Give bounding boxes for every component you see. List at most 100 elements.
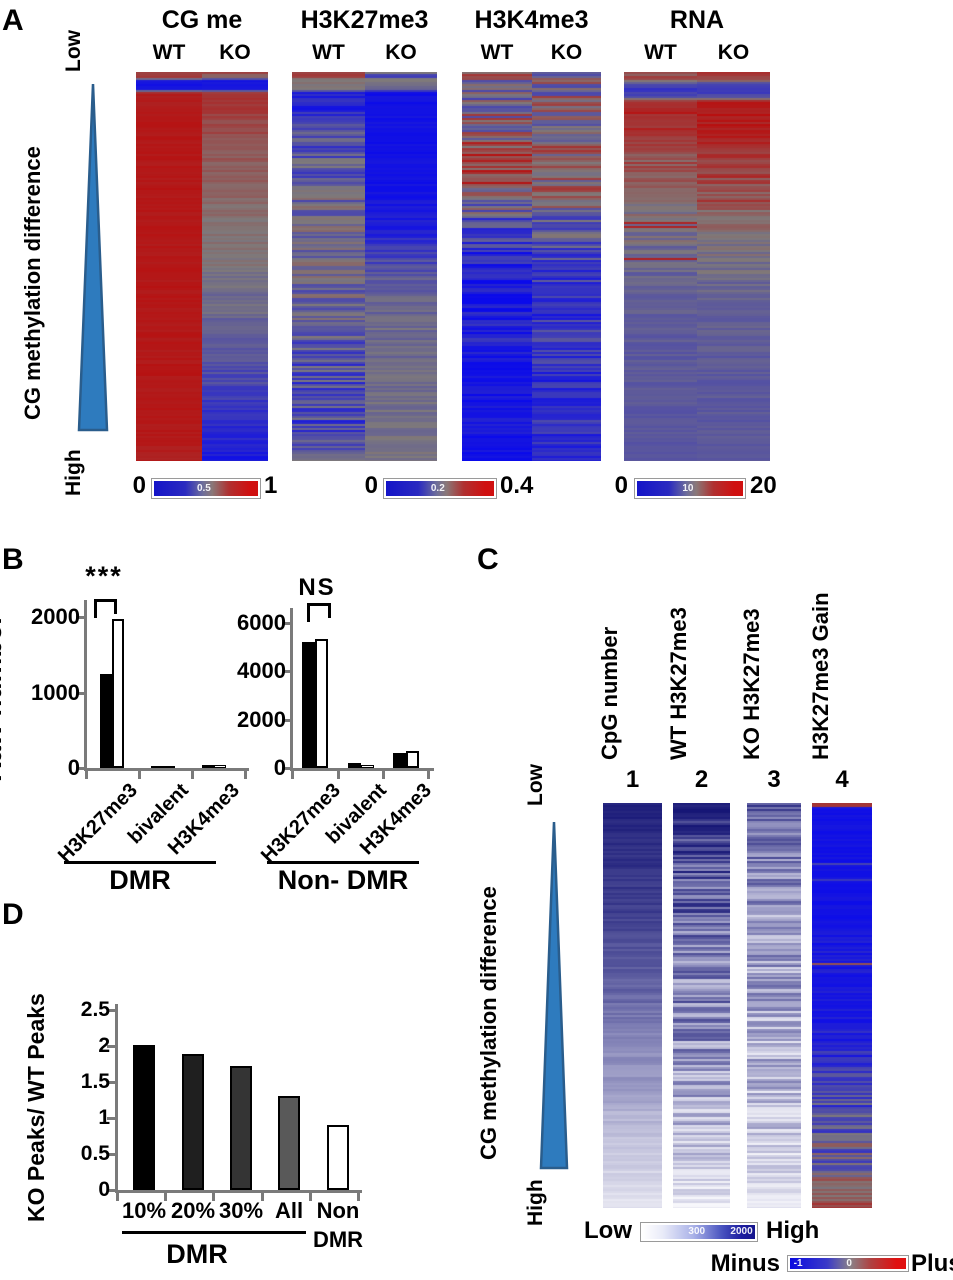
y-tick-label: 1.5: [80, 1070, 110, 1093]
x-tick: [337, 771, 340, 779]
col-header-wt: WT: [312, 41, 345, 64]
sort-high-label: High: [62, 449, 85, 496]
scalebar-mid-label: 0.5: [196, 482, 211, 494]
y-tick: [282, 670, 292, 674]
bar-all: [278, 1096, 300, 1190]
sort-axis-label: CG methylation difference: [20, 146, 45, 420]
x-tick: [164, 1193, 167, 1201]
x-category-label: 10%: [121, 1198, 167, 1223]
bar-10%: [133, 1044, 155, 1190]
heatmap-h3k27me3-gain: [812, 803, 872, 1208]
x-category-label: 30%: [218, 1198, 264, 1223]
group-underline: [122, 1231, 306, 1234]
y-axis-line: [115, 1004, 118, 1193]
y-tick-label: 2: [98, 1034, 110, 1057]
bar-h3k27me3: [315, 638, 328, 768]
x-tick: [85, 771, 88, 779]
scalebar-mid-label: 300: [688, 1226, 706, 1237]
bar-bivalent: [151, 766, 163, 768]
y-tick: [282, 718, 292, 722]
bar-h3k4me3: [202, 765, 214, 768]
x-tick: [309, 1193, 312, 1201]
sort-high-label: High: [524, 1179, 547, 1226]
significance-label: ***: [85, 561, 123, 591]
bar-h3k27me3: [100, 673, 112, 768]
heatmap-cgme-ko: [202, 72, 268, 461]
c-col-number-4: 4: [835, 766, 849, 793]
panel-c-label: C: [477, 543, 499, 576]
y-tick: [107, 1045, 117, 1048]
heatmap-rna-wt: [624, 72, 697, 461]
significance-bracket: [94, 599, 117, 602]
y-axis-line: [84, 600, 87, 771]
heatmap-h3k4me3-wt: [462, 72, 532, 461]
significance-bracket-leg: [328, 603, 331, 618]
heatmap-wt-h3k27me3: [673, 803, 730, 1208]
x-axis-line: [115, 1190, 362, 1193]
y-tick: [282, 622, 292, 625]
y-tick: [107, 1009, 117, 1012]
x-category-label: 20%: [170, 1198, 216, 1223]
scalebar-min-label: 0: [364, 472, 378, 499]
y-tick: [76, 767, 86, 770]
x-category-label-line2: DMR: [312, 1227, 364, 1252]
color-scalebar-minus-plus: -1 0: [787, 1255, 909, 1272]
y-tick-label: 6000: [237, 610, 286, 635]
col-header-ko: KO: [717, 41, 750, 64]
x-axis-line: [84, 768, 249, 771]
scalebar-max-label: 2000: [730, 1226, 753, 1237]
bar-h3k4me3: [214, 764, 226, 768]
bar-h3k4me3: [406, 751, 419, 768]
y-tick-label: 0: [98, 1178, 110, 1201]
sort-axis-label: CG methylation difference: [476, 886, 501, 1160]
scalebar-min-label: 0: [614, 472, 628, 499]
bar-bivalent: [348, 763, 361, 768]
bar-bivalent: [163, 766, 175, 768]
scalebar-min-label: 0: [132, 472, 146, 499]
scalebar-max-label: 1: [264, 472, 278, 499]
scale-low-label: Low: [584, 1217, 632, 1244]
x-tick: [138, 771, 141, 779]
scalebar-max-label: 0.4: [500, 472, 534, 499]
y-tick: [107, 1117, 117, 1120]
x-category-label: Non: [316, 1198, 360, 1223]
col-header-wt: WT: [152, 41, 186, 64]
color-scalebar: 0.2: [383, 478, 497, 499]
color-scalebar: 10: [634, 478, 746, 499]
scale-high-label: High: [766, 1217, 820, 1244]
bar-20%: [182, 1053, 204, 1190]
heatmap-title-rna: RNA: [669, 6, 725, 34]
col-header-ko: KO: [550, 41, 583, 64]
scale-plus-label: Plus: [911, 1250, 953, 1277]
b-y-axis-label: Raw number: [0, 613, 7, 782]
heatmap-ko-h3k27me3: [747, 803, 801, 1208]
color-scalebar-low-high: 300 2000: [640, 1222, 758, 1242]
sort-low-label: Low: [62, 30, 85, 72]
y-tick-label: 0.5: [80, 1142, 110, 1165]
heatmap-h3k27me3-wt: [292, 72, 365, 461]
group-label: DMR: [109, 865, 171, 895]
y-tick: [107, 1081, 117, 1084]
heatmap-title-h3k4me3: H3K4me3: [474, 6, 589, 34]
heatmap-cpg-number: [603, 803, 662, 1208]
panel-a-label: A: [2, 4, 24, 37]
x-tick: [261, 1193, 264, 1201]
c-col-title-cpg-number: CpG number: [597, 626, 622, 760]
col-header-wt: WT: [480, 41, 514, 64]
y-tick-label: 0: [67, 755, 80, 780]
x-tick: [244, 771, 247, 779]
x-tick: [191, 771, 194, 779]
bar-non: [327, 1125, 349, 1190]
x-tick: [291, 771, 294, 779]
scalebar-mid-label: 10: [682, 482, 694, 494]
c-col-title-wt-h3k27me3: WT H3K27me3: [666, 607, 691, 760]
heatmap-rna-ko: [697, 72, 770, 461]
scalebar-mid-label: 0: [846, 1257, 852, 1269]
scalebar-min-label: -1: [793, 1257, 803, 1269]
panel-d-label: D: [2, 898, 24, 931]
y-tick: [76, 616, 86, 619]
y-tick-label: 2000: [31, 604, 80, 629]
x-axis-line: [290, 768, 434, 771]
x-tick: [116, 1193, 119, 1201]
